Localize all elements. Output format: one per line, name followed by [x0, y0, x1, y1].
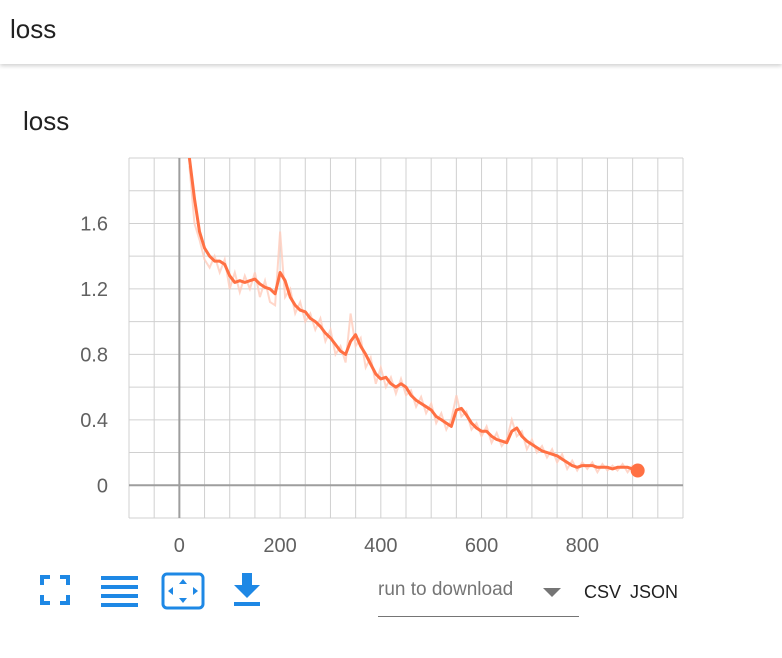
y-tick-label: 1.6 [80, 213, 108, 235]
y-tick-label: 0 [97, 475, 108, 497]
toggle-fullscreen-button[interactable] [38, 573, 72, 607]
chart-card-title: loss [23, 106, 70, 136]
last-point-marker [630, 463, 645, 478]
top-bar: loss [0, 0, 782, 64]
y-tick-label: 1.2 [80, 279, 108, 301]
chart-tick-labels: 0 200 400 600 800 0 0.4 0.8 1.2 1.6 [80, 213, 599, 557]
run-to-download-select[interactable]: run to download [378, 574, 579, 617]
smoothed-loss-series-line [187, 158, 639, 472]
y-tick-label: 0.8 [80, 344, 108, 366]
fullscreen-icon [40, 575, 70, 605]
download-button[interactable] [232, 573, 262, 607]
x-tick-label: 400 [364, 535, 397, 557]
y-tick-label: 0.4 [80, 410, 108, 432]
fit-domain-icon [161, 572, 205, 610]
download-icon [234, 573, 260, 606]
csv-link[interactable]: CSV [584, 582, 622, 602]
raw-loss-series-line [188, 166, 639, 475]
chart-grid [128, 157, 684, 519]
run-select-placeholder: run to download [378, 579, 514, 600]
chart-series [187, 158, 645, 478]
json-link[interactable]: JSON [630, 582, 679, 602]
loss-chart[interactable]: 0 200 400 600 800 0 0.4 0.8 1.2 1.6 [0, 150, 782, 560]
x-tick-label: 600 [465, 535, 498, 557]
header-title: loss [10, 14, 57, 44]
lines-icon [101, 576, 138, 607]
x-tick-label: 200 [263, 535, 296, 557]
chevron-down-icon [543, 588, 561, 597]
x-tick-label: 800 [566, 535, 599, 557]
x-tick-label: 0 [174, 535, 185, 557]
toggle-log-scale-button[interactable] [101, 574, 139, 608]
chart-axes [129, 158, 683, 518]
fit-domain-button[interactable] [161, 572, 205, 610]
